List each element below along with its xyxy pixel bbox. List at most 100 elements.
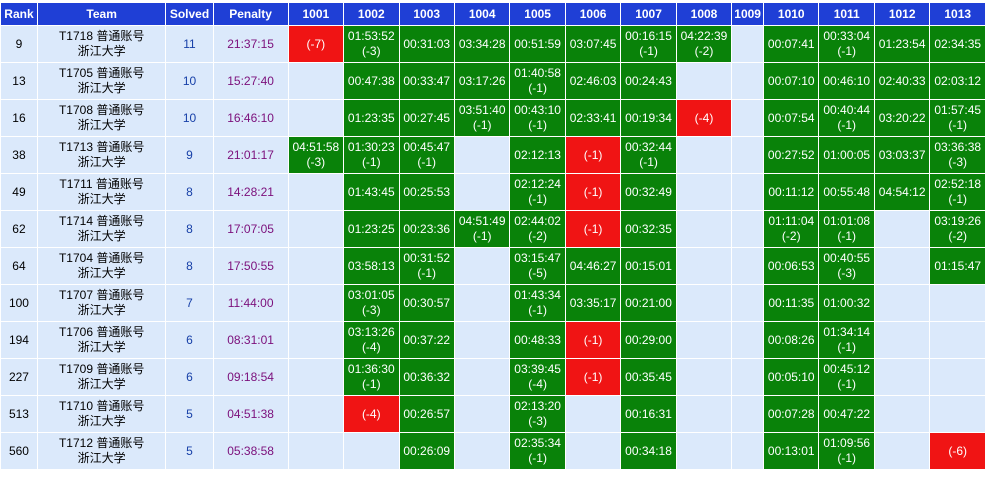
problem-column-header[interactable]: 1008 [676,3,732,25]
problem-column-header[interactable]: 1003 [399,3,454,25]
accepted-cell: 03:03:37 [874,137,930,173]
team-cell[interactable]: T1711 普通账号 浙江大学 [37,174,166,210]
solve-time: 01:43:34 [514,288,561,302]
team-cell[interactable]: T1714 普通账号 浙江大学 [37,211,166,247]
solve-time: 00:07:10 [767,73,815,88]
accepted-cell: 02:46:03 [565,63,621,99]
accepted-cell: 00:31:03 [399,26,454,62]
team-id: T1710 普通账号 [58,399,145,413]
attempt-count: (-7) [306,36,326,51]
accepted-cell: 00:45:12 (-1) [819,359,874,395]
solve-time: 00:15:01 [625,258,672,273]
rejected-cell: (-4) [676,100,732,136]
attempt-count: (-1) [583,147,603,162]
empty-cell [874,322,930,358]
solve-time: 02:52:18 [934,177,982,191]
penalty-cell: 08:31:01 [213,322,288,358]
solve-time: 00:47:22 [823,406,871,421]
solve-time: 00:16:15 [625,29,672,43]
empty-cell [565,396,621,432]
solve-time: 04:54:12 [878,184,926,199]
problem-column-header[interactable]: 1009 [732,3,764,25]
solve-time: 00:45:47 [403,140,451,154]
accepted-cell: 00:24:43 [621,63,676,99]
penalty-cell: 14:28:21 [213,174,288,210]
rank-column-header[interactable]: Rank [1,3,37,25]
problem-column-header[interactable]: 1002 [344,3,399,25]
problem-column-header[interactable]: 1011 [819,3,874,25]
problem-column-header[interactable]: 1012 [874,3,930,25]
solve-time: 01:11:04 [768,214,815,228]
accepted-cell: 03:58:13 [344,248,399,284]
attempt-count: (-1) [528,81,547,95]
accepted-cell: 03:20:22 [874,100,930,136]
accepted-cell: 00:05:10 [764,359,819,395]
solve-time: 01:40:58 [514,66,561,80]
solve-time: 00:47:38 [347,73,395,88]
penalty-column-header[interactable]: Penalty [213,3,288,25]
empty-cell [676,433,732,469]
accepted-cell: 01:53:52 (-3) [344,26,399,62]
rank-cell: 194 [1,322,37,358]
solved-column-header[interactable]: Solved [166,3,213,25]
solve-time: 00:07:28 [767,406,815,421]
table-row: 49 T1711 普通账号 浙江大学 8 14:28:21 01:43:45 00:25:5… [1,174,985,210]
table-row: 16 T1708 普通账号 浙江大学 10 16:46:10 01:23:35 00:27:… [1,100,985,136]
problem-column-header[interactable]: 1005 [510,3,565,25]
problem-column-header[interactable]: 1007 [621,3,676,25]
team-school: 浙江大学 [77,377,126,391]
team-cell[interactable]: T1718 普通账号 浙江大学 [37,26,166,62]
problem-column-header[interactable]: 1006 [565,3,621,25]
solve-time: 01:57:45 [934,103,982,117]
problem-column-header[interactable]: 1004 [454,3,510,25]
penalty-cell: 21:01:17 [213,137,288,173]
team-cell[interactable]: T1712 普通账号 浙江大学 [37,433,166,469]
team-cell[interactable]: T1706 普通账号 浙江大学 [37,322,166,358]
solve-time: 02:35:34 [514,436,561,450]
solve-time: 02:46:03 [569,73,617,88]
accepted-cell: 00:16:15 (-1) [621,26,676,62]
problem-column-header[interactable]: 1001 [288,3,344,25]
empty-cell [288,433,344,469]
team-school: 浙江大学 [77,451,126,465]
empty-cell [732,359,764,395]
solve-time: 00:23:36 [403,221,451,236]
team-column-header[interactable]: Team [37,3,166,25]
team-cell[interactable]: T1710 普通账号 浙江大学 [37,396,166,432]
attempt-count: (-1) [583,332,603,347]
solve-time: 00:21:00 [625,295,672,310]
team-cell[interactable]: T1707 普通账号 浙江大学 [37,285,166,321]
team-cell[interactable]: T1704 普通账号 浙江大学 [37,248,166,284]
team-id: T1704 普通账号 [58,251,145,265]
solve-time: 04:22:39 [680,29,728,43]
team-cell[interactable]: T1708 普通账号 浙江大学 [37,100,166,136]
empty-cell [732,137,764,173]
accepted-cell: 03:07:45 [565,26,621,62]
team-id: T1718 普通账号 [58,29,145,43]
accepted-cell: 00:47:22 [819,396,874,432]
solve-time: 00:31:52 [403,251,451,265]
solve-time: 00:32:35 [625,221,672,236]
accepted-cell: 00:27:52 [764,137,819,173]
solve-time: 00:05:10 [767,369,815,384]
solve-time: 03:51:40 [458,103,506,117]
problem-column-header[interactable]: 1010 [764,3,819,25]
empty-cell [732,100,764,136]
empty-cell [732,63,764,99]
attempt-count: (-3) [528,414,547,428]
team-cell[interactable]: T1705 普通账号 浙江大学 [37,63,166,99]
solved-cell: 11 [166,26,213,62]
solved-cell: 8 [166,248,213,284]
team-cell[interactable]: T1713 普通账号 浙江大学 [37,137,166,173]
attempt-count: (-1) [837,451,857,465]
team-school: 浙江大学 [77,229,126,243]
problem-column-header[interactable]: 1013 [930,3,985,25]
team-id: T1705 普通账号 [58,66,145,80]
solve-time: 00:26:57 [403,406,451,421]
solve-time: 02:12:24 [514,177,561,191]
accepted-cell: 00:27:45 [399,100,454,136]
team-id: T1713 普通账号 [58,140,145,154]
empty-cell [454,322,510,358]
team-cell[interactable]: T1709 普通账号 浙江大学 [37,359,166,395]
rejected-cell: (-1) [565,322,621,358]
